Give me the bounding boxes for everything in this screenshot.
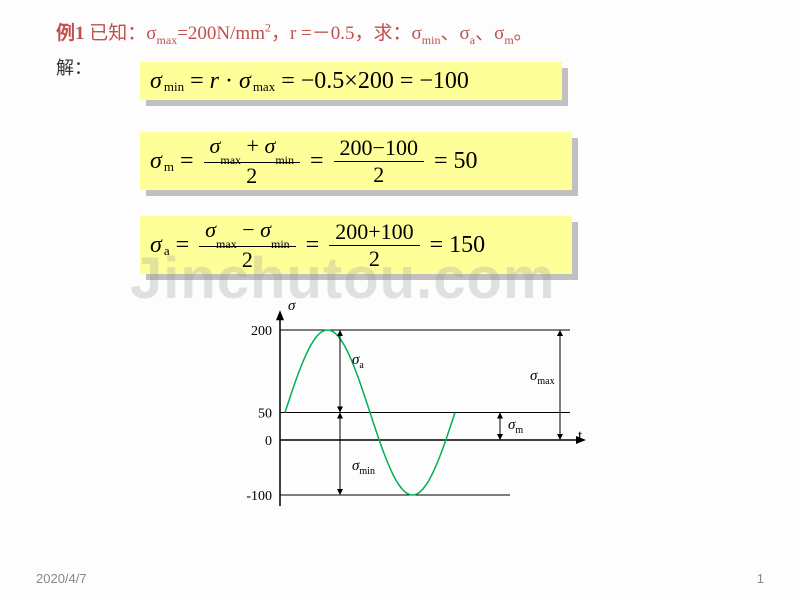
sigma-max-label: σmax — [530, 368, 555, 387]
solution-label: 解： — [56, 54, 92, 80]
sigma-m-label: σm — [508, 417, 523, 436]
stress-chart: 200 50 0 -100 σ t σa σmin σmax σm — [230, 300, 610, 530]
sigma-a-label: σa — [352, 352, 364, 371]
sigma-min-label: σmin — [352, 458, 375, 477]
footer-date: 2020/4/7 — [36, 571, 87, 586]
x-axis-label: t — [578, 428, 582, 445]
y-axis-label: σ — [288, 298, 295, 315]
svg-text:200: 200 — [251, 324, 272, 339]
svg-text:50: 50 — [258, 407, 272, 422]
equation-sigma-m: σm = σmax + σmin 2 = 200−100 2 = 50 — [140, 132, 572, 190]
equation-sigma-min: σmin = r · σmax = −0.5×200 = −100 — [140, 62, 562, 100]
svg-text:-100: -100 — [246, 489, 272, 504]
given-label: 已知： — [89, 23, 146, 44]
equation-sigma-a: σa = σmax − σmin 2 = 200+100 2 = 150 — [140, 216, 572, 274]
footer-page: 1 — [757, 571, 764, 586]
svg-text:0: 0 — [265, 434, 272, 449]
problem-title: 例1 已知：σmax=200N/mm2，r =－0.5，求：σmin、σa、σm… — [56, 18, 533, 48]
chart-svg: 200 50 0 -100 — [230, 300, 610, 530]
example-number: 例1 — [56, 23, 85, 44]
